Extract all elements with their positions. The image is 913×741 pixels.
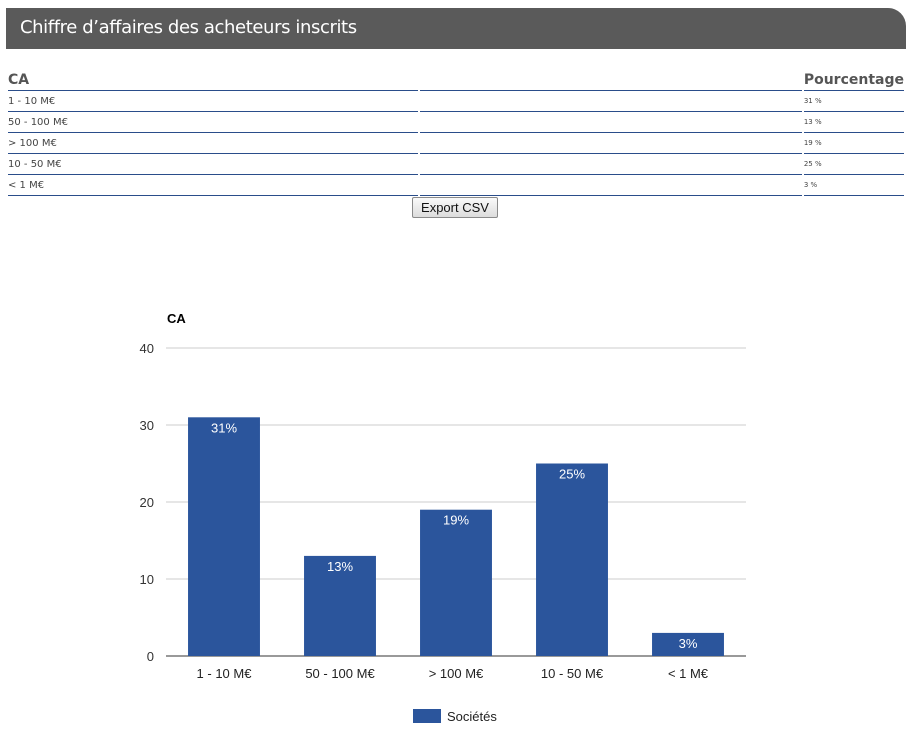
table-row: 10 - 50 M€ 25 % (8, 154, 904, 175)
export-csv-button[interactable]: Export CSV (412, 197, 498, 218)
bar-data-label: 25% (559, 467, 585, 482)
legend-swatch (413, 709, 441, 723)
x-category-label: > 100 M€ (429, 666, 484, 681)
bar (652, 632, 724, 656)
table-row: 50 - 100 M€ 13 % (8, 112, 904, 133)
cell-percentage: 19 % (803, 133, 904, 154)
cell-blank (420, 175, 802, 196)
bar (536, 463, 608, 656)
y-tick-label: 0 (147, 649, 154, 664)
table-header-row: CA Pourcentage (8, 68, 904, 91)
cell-ca: 50 - 100 M€ (8, 112, 419, 133)
cell-percentage: 13 % (803, 112, 904, 133)
cell-ca: < 1 M€ (8, 175, 419, 196)
x-category-label: 1 - 10 M€ (197, 666, 253, 681)
column-header-percentage: Pourcentage (803, 68, 904, 91)
column-header-ca: CA (8, 68, 419, 91)
cell-blank (420, 133, 802, 154)
cell-blank (420, 154, 802, 175)
column-header-blank (420, 68, 802, 91)
bar (304, 555, 376, 656)
page-header: Chiffre d’affaires des acheteurs inscrit… (6, 8, 906, 49)
cell-blank (420, 91, 802, 112)
page-title: Chiffre d’affaires des acheteurs inscrit… (20, 17, 357, 38)
legend-label: Sociétés (447, 709, 497, 724)
x-category-label: < 1 M€ (668, 666, 709, 681)
cell-percentage: 31 % (803, 91, 904, 112)
y-tick-label: 40 (140, 341, 154, 356)
cell-ca: 10 - 50 M€ (8, 154, 419, 175)
table-row: 1 - 10 M€ 31 % (8, 91, 904, 112)
y-axis-title: CA (167, 311, 186, 326)
data-table: CA Pourcentage 1 - 10 M€ 31 % 50 - 100 M… (6, 68, 906, 196)
x-category-label: 50 - 100 M€ (305, 666, 375, 681)
bar-data-label: 13% (327, 559, 353, 574)
bar (188, 417, 260, 656)
bar-data-label: 31% (211, 420, 237, 435)
y-tick-label: 10 (140, 572, 154, 587)
x-category-label: 10 - 50 M€ (541, 666, 604, 681)
bar (420, 509, 492, 656)
cell-percentage: 3 % (803, 175, 904, 196)
cell-ca: > 100 M€ (8, 133, 419, 154)
table-row: < 1 M€ 3 % (8, 175, 904, 196)
bar-data-label: 19% (443, 513, 469, 528)
y-tick-label: 20 (140, 495, 154, 510)
cell-percentage: 25 % (803, 154, 904, 175)
cell-blank (420, 112, 802, 133)
y-tick-label: 30 (140, 418, 154, 433)
cell-ca: 1 - 10 M€ (8, 91, 419, 112)
table-row: > 100 M€ 19 % (8, 133, 904, 154)
bar-data-label: 3% (679, 636, 698, 651)
